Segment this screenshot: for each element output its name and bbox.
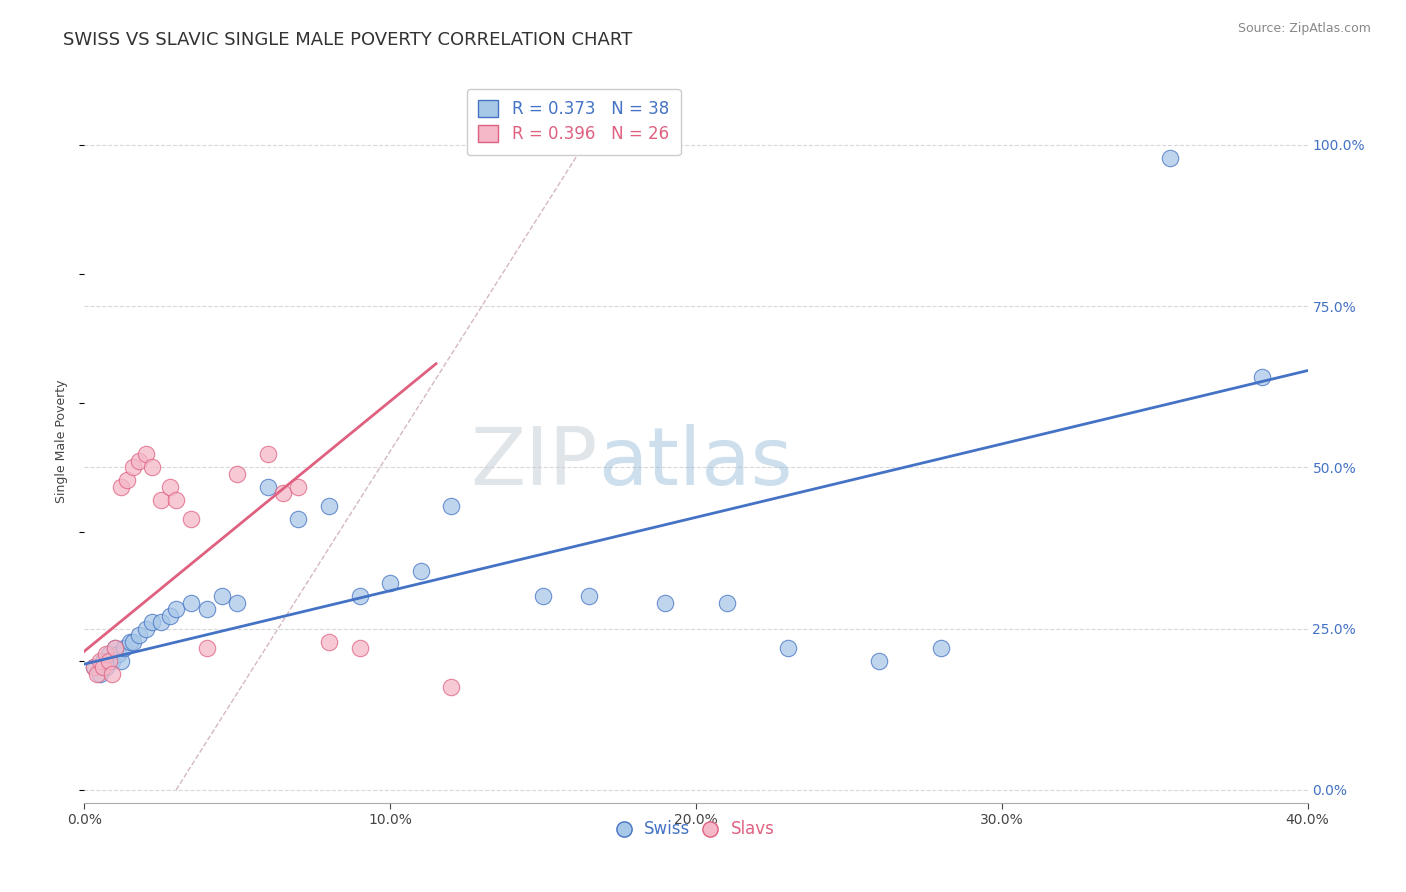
Point <box>716 596 738 610</box>
Point <box>349 640 371 655</box>
Point <box>135 447 157 461</box>
Point <box>257 480 280 494</box>
Point <box>97 648 120 662</box>
Point <box>97 654 120 668</box>
Point <box>440 680 463 694</box>
Point <box>122 634 145 648</box>
Point <box>654 596 676 610</box>
Point <box>110 480 132 494</box>
Text: SWISS VS SLAVIC SINGLE MALE POVERTY CORRELATION CHART: SWISS VS SLAVIC SINGLE MALE POVERTY CORR… <box>63 31 633 49</box>
Text: Source: ZipAtlas.com: Source: ZipAtlas.com <box>1237 22 1371 36</box>
Point <box>101 654 124 668</box>
Point <box>440 499 463 513</box>
Point <box>128 454 150 468</box>
Point <box>101 666 124 681</box>
Point <box>120 634 142 648</box>
Point <box>869 654 891 668</box>
Text: ZIP: ZIP <box>471 425 598 502</box>
Point <box>409 564 432 578</box>
Point <box>83 660 105 674</box>
Point <box>128 628 150 642</box>
Point <box>91 660 114 674</box>
Point <box>91 654 114 668</box>
Point <box>135 622 157 636</box>
Point <box>287 480 309 494</box>
Point <box>89 654 111 668</box>
Point <box>107 648 129 662</box>
Point <box>776 640 799 655</box>
Point <box>141 460 163 475</box>
Point <box>180 596 202 610</box>
Point <box>104 640 127 655</box>
Point <box>226 596 249 610</box>
Point <box>115 473 138 487</box>
Point <box>211 590 233 604</box>
Point <box>83 660 105 674</box>
Point <box>180 512 202 526</box>
Point <box>159 608 181 623</box>
Point <box>1159 151 1181 165</box>
Point <box>195 602 218 616</box>
Point <box>86 666 108 681</box>
Point <box>159 480 181 494</box>
Point <box>165 602 187 616</box>
Point <box>165 492 187 507</box>
Point <box>271 486 294 500</box>
Point <box>122 460 145 475</box>
Point <box>318 634 340 648</box>
Y-axis label: Single Male Poverty: Single Male Poverty <box>55 380 69 503</box>
Point <box>110 654 132 668</box>
Point <box>112 640 135 655</box>
Point <box>578 590 600 604</box>
Point <box>226 467 249 481</box>
Point <box>349 590 371 604</box>
Point <box>149 615 172 630</box>
Point <box>287 512 309 526</box>
Point <box>94 660 117 674</box>
Point <box>380 576 402 591</box>
Point <box>929 640 952 655</box>
Point <box>89 666 111 681</box>
Text: atlas: atlas <box>598 425 793 502</box>
Point <box>1250 370 1272 384</box>
Point <box>94 648 117 662</box>
Point <box>531 590 554 604</box>
Point <box>318 499 340 513</box>
Point <box>141 615 163 630</box>
Point <box>257 447 280 461</box>
Point <box>104 640 127 655</box>
Point <box>195 640 218 655</box>
Point <box>149 492 172 507</box>
Legend: Swiss, Slavs: Swiss, Slavs <box>612 814 780 845</box>
